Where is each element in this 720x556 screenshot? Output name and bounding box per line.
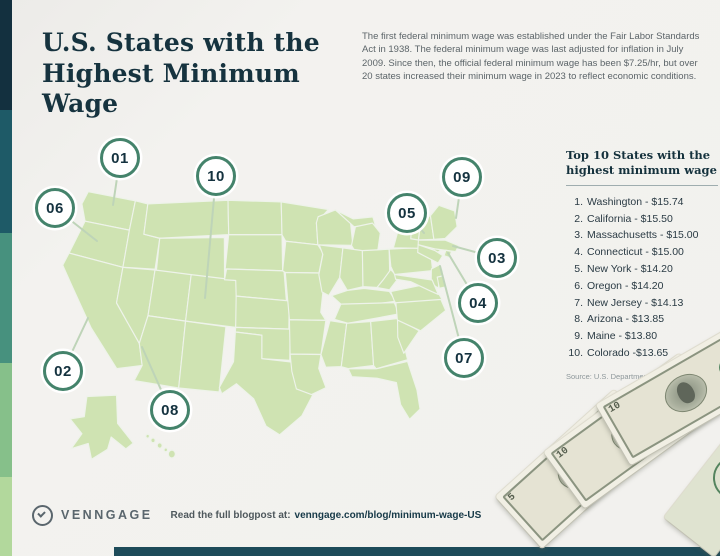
callout-badge-09: 09 bbox=[442, 157, 482, 197]
bottom-accent-bar bbox=[114, 547, 720, 556]
blog-url-link[interactable]: venngage.com/blog/minimum-wage-US bbox=[294, 509, 482, 521]
left-accent-bar bbox=[0, 0, 12, 556]
state-alaska bbox=[69, 394, 134, 460]
title-line-2: Highest Minimum Wage bbox=[42, 58, 300, 119]
callout-badge-02: 02 bbox=[43, 351, 83, 391]
brand-name: VENNGAGE bbox=[61, 508, 153, 522]
panel-divider bbox=[566, 184, 718, 186]
list-item: 1. Washington - $15.74 bbox=[574, 195, 684, 208]
treasury-seal bbox=[704, 447, 720, 509]
state-connecticut bbox=[417, 244, 444, 264]
source-note: Source: U.S. Department of Labor bbox=[566, 371, 680, 381]
state-kansas bbox=[235, 295, 290, 330]
list-item: 8. Arizona - $13.85 bbox=[574, 313, 665, 326]
footer-tagline: Read the full blogpost at: bbox=[170, 509, 291, 521]
list-item: 7. New Jersey - $14.13 bbox=[574, 296, 684, 309]
state-utah bbox=[147, 269, 192, 322]
list-item: 9. Maine - $13.80 bbox=[574, 330, 658, 343]
callout-badge-01: 01 bbox=[100, 138, 140, 178]
accent-segment bbox=[0, 477, 12, 556]
state-hawaii bbox=[145, 433, 150, 439]
state-hawaii bbox=[150, 437, 156, 444]
state-michigan bbox=[350, 222, 381, 253]
callout-badge-08: 08 bbox=[150, 390, 190, 430]
callout-badge-07: 07 bbox=[444, 338, 484, 378]
venngage-logo-icon bbox=[32, 504, 53, 526]
accent-segment bbox=[0, 0, 12, 110]
state-iowa bbox=[282, 240, 324, 274]
state-indiana bbox=[339, 247, 364, 292]
state-maryland bbox=[394, 273, 439, 296]
state-alabama bbox=[340, 320, 375, 370]
state-michigan bbox=[334, 209, 376, 228]
top10-panel: Top 10 States with the highest minimum w… bbox=[566, 148, 718, 381]
state-hawaii bbox=[163, 447, 169, 453]
state-arkansas bbox=[288, 319, 327, 356]
state-colorado bbox=[184, 273, 242, 328]
state-texas bbox=[218, 331, 314, 436]
panel-heading: Top 10 States with the highest minimum w… bbox=[566, 148, 717, 177]
list-item: 6. Oregon - $14.20 bbox=[574, 279, 664, 292]
callout-badge-10: 10 bbox=[196, 156, 236, 196]
list-item: 4. Connecticut - $15.00 bbox=[574, 246, 684, 259]
accent-segment bbox=[0, 363, 12, 477]
accent-segment bbox=[0, 233, 12, 363]
callout-badge-05: 05 bbox=[387, 193, 427, 233]
state-new-mexico bbox=[178, 320, 227, 393]
state-louisiana bbox=[289, 353, 327, 396]
page-title: U.S. States with the Highest Minimum Wag… bbox=[42, 28, 362, 120]
state-rhode-island bbox=[443, 249, 452, 259]
state-montana bbox=[143, 199, 230, 239]
state-north-dakota bbox=[227, 199, 283, 236]
state-mississippi bbox=[320, 320, 348, 368]
state-hawaii bbox=[167, 449, 176, 459]
state-hawaii bbox=[156, 442, 163, 449]
accent-segment bbox=[0, 110, 12, 233]
state-maine bbox=[429, 204, 458, 241]
intro-paragraph: The first federal minimum wage was estab… bbox=[362, 31, 700, 82]
title-line-1: U.S. States with the bbox=[42, 28, 320, 57]
list-item: 3. Massachusetts - $15.00 bbox=[574, 229, 699, 242]
footer: VENNGAGE Read the full blogpost at: venn… bbox=[32, 503, 481, 527]
list-item: 2. California - $15.50 bbox=[574, 212, 673, 225]
dollar-bills-photo: 5 5 10 10 10 10 bbox=[490, 320, 720, 556]
callout-badge-04: 04 bbox=[458, 283, 498, 323]
list-item: 10. Colorado -$13.65 bbox=[568, 347, 669, 360]
top10-list: 1. Washington - $15.74 2. California - $15… bbox=[566, 194, 718, 362]
callout-badge-06: 06 bbox=[35, 188, 75, 228]
list-item: 5. New York - $14.20 bbox=[574, 263, 673, 276]
state-south-dakota bbox=[224, 234, 284, 272]
callout-badge-03: 03 bbox=[477, 238, 517, 278]
state-florida bbox=[347, 360, 421, 420]
